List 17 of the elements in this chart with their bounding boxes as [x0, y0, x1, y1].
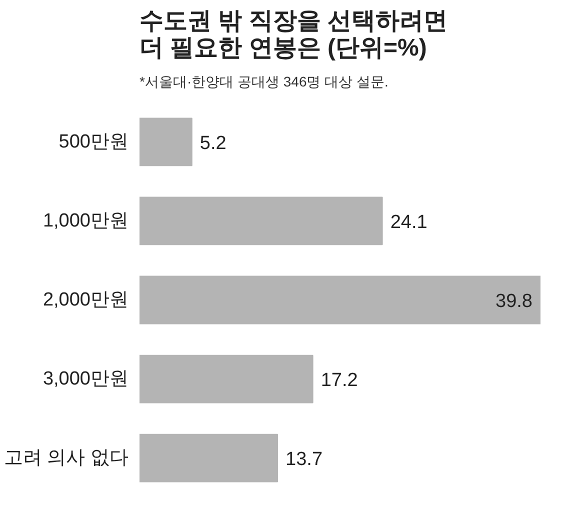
- y-tick-label: 2,000만원: [42, 290, 128, 310]
- bar: [140, 276, 540, 324]
- data-label: 17.2: [320, 370, 358, 392]
- data-label: 5.2: [200, 132, 226, 154]
- bar: [140, 118, 192, 166]
- chart-subtitle: *서울대·한양대 공대생 346명 대상 설문.: [140, 74, 388, 90]
- data-label: 39.8: [496, 291, 532, 312]
- bar: [140, 434, 278, 482]
- bar: [140, 196, 383, 246]
- data-label: 13.7: [286, 449, 323, 470]
- data-label: 24.1: [390, 212, 428, 233]
- y-tick-label: 고려 의사 없다: [4, 448, 129, 469]
- y-tick-label: 500만원: [58, 131, 128, 152]
- y-tick-label: 3,000만원: [42, 368, 128, 390]
- chart-title: 수도권 밖 직장을 선택하려면 더 필요한 연봉은 (단위=%): [140, 8, 448, 62]
- y-tick-label: 1,000만원: [42, 210, 128, 232]
- bar: [140, 354, 314, 404]
